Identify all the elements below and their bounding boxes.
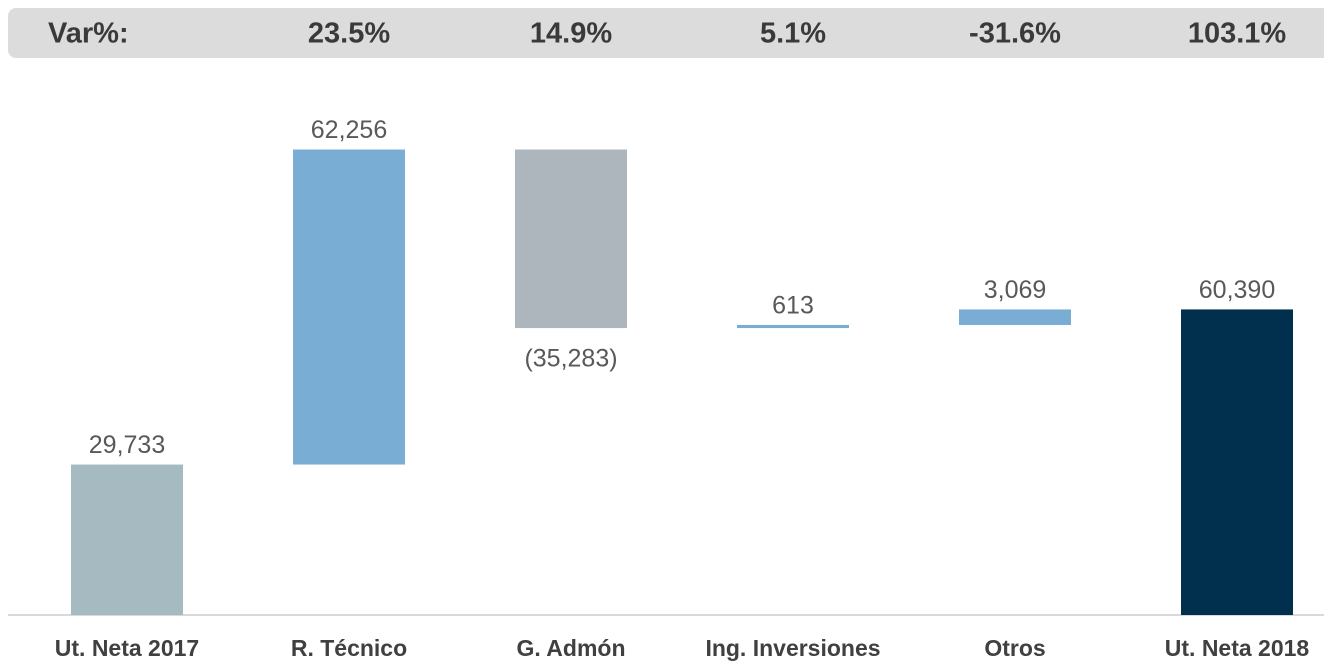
x-tick-label: G. Admón <box>516 635 625 661</box>
x-tick-label: Ut. Neta 2018 <box>1165 635 1310 661</box>
bar <box>293 149 405 465</box>
variation-value: -31.6% <box>969 18 1061 50</box>
x-tick-label: Otros <box>984 635 1045 661</box>
variation-value: 14.9% <box>530 18 612 50</box>
value-label: 613 <box>772 292 814 320</box>
bar <box>737 324 849 329</box>
x-tick-label: R. Técnico <box>291 635 407 661</box>
variation-value: 23.5% <box>308 18 390 50</box>
variation-label: Var%: <box>48 18 129 50</box>
value-label: 29,733 <box>89 431 165 459</box>
variation-band <box>8 8 1324 58</box>
bar <box>515 149 627 329</box>
value-label: 62,256 <box>311 116 387 144</box>
value-label: 3,069 <box>984 276 1047 304</box>
value-label: 60,390 <box>1199 276 1275 304</box>
variation-value: 5.1% <box>760 18 826 50</box>
x-tick-label: Ing. Inversiones <box>705 635 880 661</box>
value-label: (35,283) <box>524 345 617 373</box>
variation-value: 103.1% <box>1188 18 1287 50</box>
x-tick-label: Ut. Neta 2017 <box>55 635 199 661</box>
bar <box>1181 309 1293 615</box>
bar <box>71 464 183 615</box>
bar <box>959 309 1071 325</box>
